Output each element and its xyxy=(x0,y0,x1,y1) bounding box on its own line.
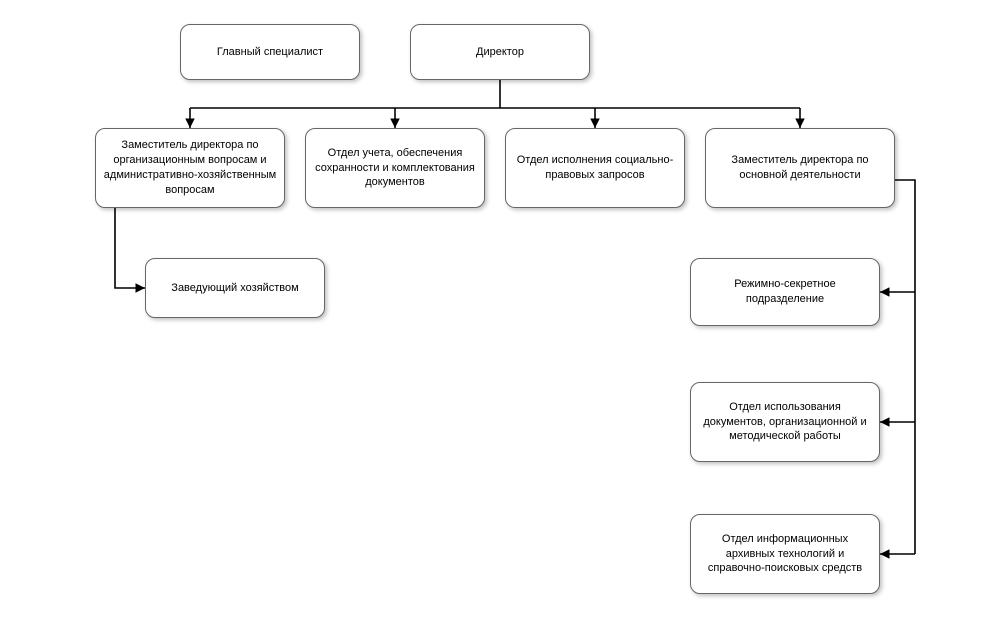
edge-dep-admin-to-household xyxy=(115,208,145,288)
node-dept-social: Отдел исполнения социально-правовых запр… xyxy=(505,128,685,208)
node-label: Заместитель директора по основной деятел… xyxy=(712,153,888,183)
node-dept-it: Отдел информационных архивных технологий… xyxy=(690,514,880,594)
node-label: Директор xyxy=(476,45,524,60)
node-label: Отдел информационных архивных технологий… xyxy=(697,532,873,577)
node-label: Отдел учета, обеспечения сохранности и к… xyxy=(312,146,478,191)
node-label: Главный специалист xyxy=(217,45,323,60)
node-household: Заведующий хозяйством xyxy=(145,258,325,318)
node-label: Отдел исполнения социально-правовых запр… xyxy=(512,153,678,183)
node-dept-use: Отдел использования документов, организа… xyxy=(690,382,880,462)
node-director: Директор xyxy=(410,24,590,80)
node-label: Заместитель директора по организационным… xyxy=(102,138,278,197)
node-secret: Режимно-секретное подразделение xyxy=(690,258,880,326)
node-label: Режимно-секретное подразделение xyxy=(697,277,873,307)
node-dept-docs: Отдел учета, обеспечения сохранности и к… xyxy=(305,128,485,208)
node-label: Отдел использования документов, организа… xyxy=(697,400,873,445)
node-chief-specialist: Главный специалист xyxy=(180,24,360,80)
node-label: Заведующий хозяйством xyxy=(171,281,298,296)
edge-dep-main-trunk xyxy=(895,180,915,554)
node-dep-main: Заместитель директора по основной деятел… xyxy=(705,128,895,208)
node-dep-admin: Заместитель директора по организационным… xyxy=(95,128,285,208)
